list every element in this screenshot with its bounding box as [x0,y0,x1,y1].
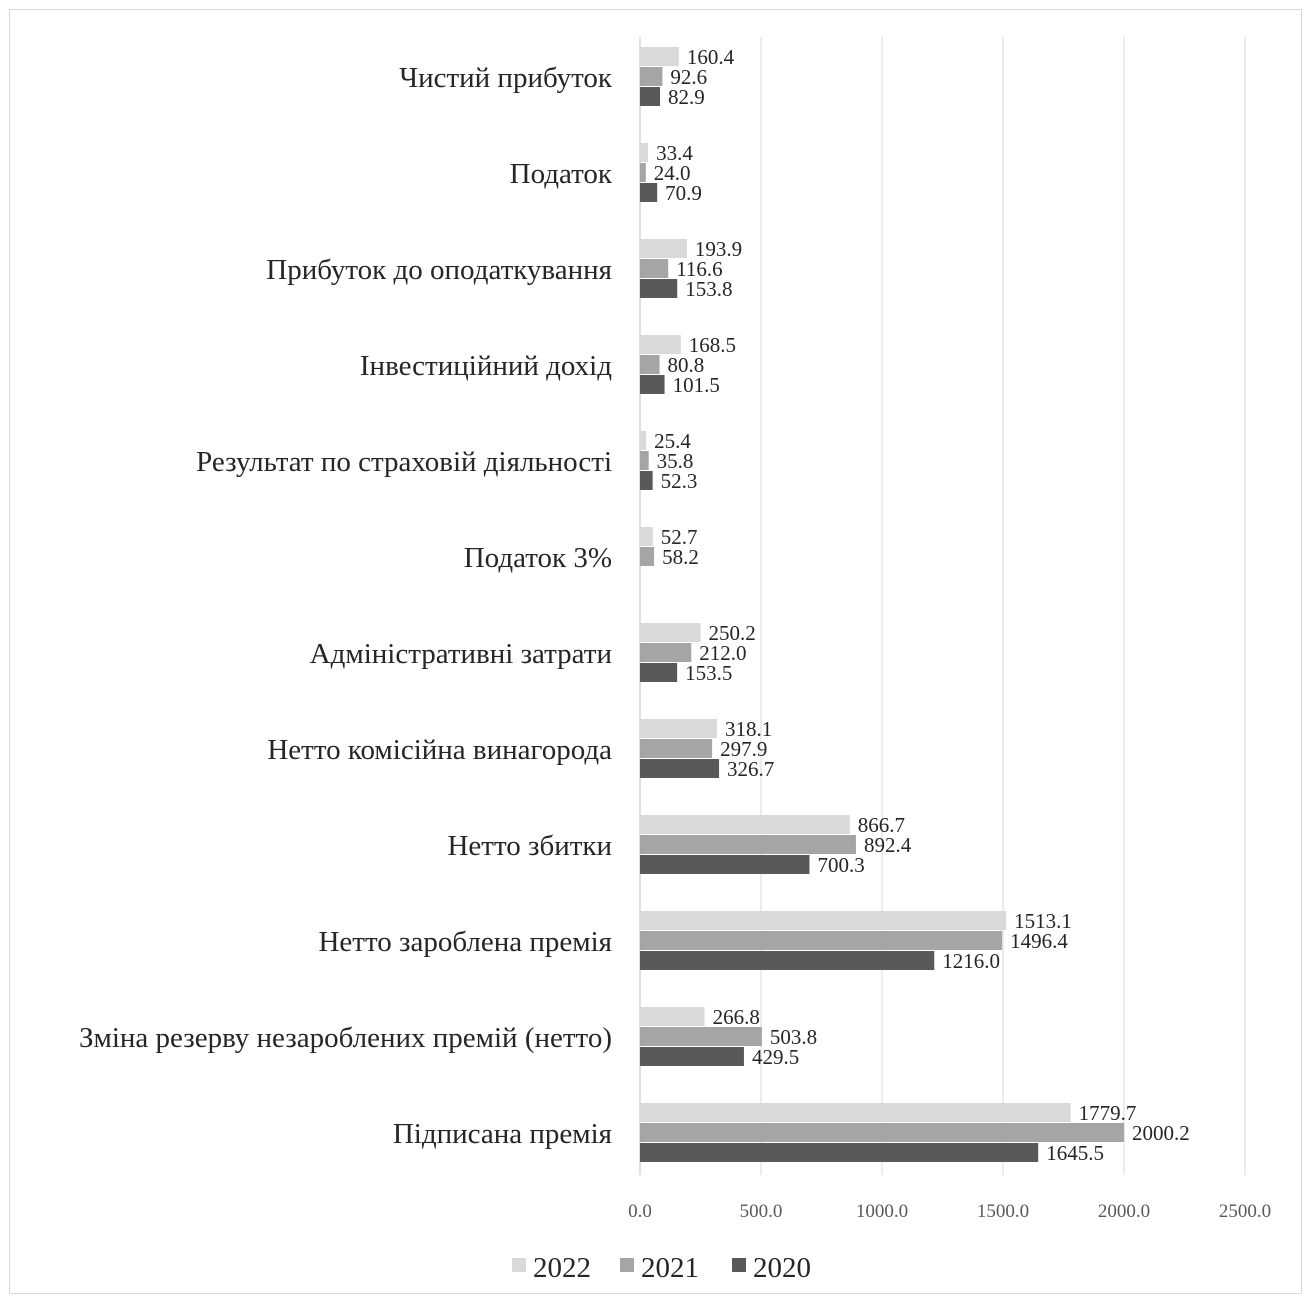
data-label: 297.9 [720,737,767,761]
category-label: Зміна резерву незароблених премій (нетто… [79,1022,612,1054]
category-label: Підписана премія [393,1118,612,1150]
data-label: 33.4 [656,141,693,165]
bar-2021 [640,931,1003,950]
data-label: 892.4 [864,833,912,857]
data-label: 52.7 [661,525,698,549]
data-label: 866.7 [858,813,905,837]
x-tick-label: 1000.0 [856,1201,908,1222]
legend-swatch-2021 [620,1258,634,1272]
bar-2022 [640,47,679,66]
bar-2021 [640,163,646,182]
data-label: 35.8 [657,449,694,473]
bar-2022 [640,431,647,450]
data-label: 101.5 [673,373,720,397]
data-label: 1645.5 [1046,1141,1104,1165]
data-label: 503.8 [770,1025,817,1049]
data-label: 58.2 [662,545,699,569]
category-label: Чистий прибуток [399,62,613,94]
x-tick-label: 1500.0 [977,1201,1029,1222]
legend-label: 2020 [753,1252,811,1284]
bar-2021 [640,835,856,854]
legend-label: 2021 [641,1252,699,1284]
bar-2022 [640,1007,705,1026]
bar-2022 [640,527,653,546]
bar-2020 [640,855,810,874]
data-label: 24.0 [654,161,691,185]
data-label: 80.8 [668,353,705,377]
data-label: 52.3 [661,469,698,493]
data-label: 168.5 [689,333,736,357]
data-label: 193.9 [695,237,742,261]
legend-swatch-2020 [732,1258,746,1272]
bar-2020 [640,471,653,490]
data-label: 153.8 [685,277,732,301]
chart-frame [9,9,1302,1294]
bar-2020 [640,759,720,778]
category-label: Нетто збитки [447,830,612,862]
bar-2022 [640,239,687,258]
category-label: Прибуток до оподаткування [266,254,612,286]
bar-2022 [640,623,701,642]
data-label: 700.3 [817,853,864,877]
data-label: 1216.0 [942,949,1000,973]
bar-2021 [640,355,660,374]
data-label: 318.1 [725,717,772,741]
x-tick-label: 0.0 [628,1201,652,1222]
data-label: 160.4 [687,45,735,69]
bar-2021 [640,739,713,758]
bar-2022 [640,335,681,354]
category-label: Результат по страховій діяльності [196,446,612,478]
data-label: 326.7 [727,757,774,781]
data-label: 25.4 [654,429,691,453]
data-label: 1779.7 [1079,1101,1137,1125]
data-label: 92.6 [670,65,707,89]
data-label: 250.2 [709,621,756,645]
bar-2021 [640,67,663,86]
x-tick-label: 2000.0 [1098,1201,1150,1222]
data-label: 1513.1 [1014,909,1072,933]
category-label: Нетто зароблена премія [318,926,612,958]
bar-2020 [640,951,935,970]
bar-2020 [640,1143,1039,1162]
bar-2021 [640,1123,1125,1142]
x-tick-label: 500.0 [740,1201,783,1222]
data-label: 82.9 [668,85,705,109]
data-label: 266.8 [713,1005,760,1029]
category-label: Податок [510,158,613,190]
legend-label: 2022 [533,1252,591,1284]
bar-2022 [640,143,649,162]
bar-2020 [640,1047,744,1066]
bar-2021 [640,259,669,278]
bar-2021 [640,451,649,470]
category-label: Податок 3% [464,542,612,574]
bar-2022 [640,1103,1071,1122]
data-label: 116.6 [676,257,722,281]
bar-2020 [640,183,658,202]
bar-2022 [640,911,1007,930]
data-label: 70.9 [665,181,702,205]
data-label: 212.0 [699,641,746,665]
bar-2021 [640,1027,762,1046]
data-label: 2000.2 [1132,1121,1190,1145]
x-tick-label: 2500.0 [1219,1201,1271,1222]
bar-2020 [640,279,678,298]
legend-swatch-2022 [512,1258,526,1272]
data-label: 1496.4 [1010,929,1068,953]
bar-2020 [640,87,661,106]
bar-2021 [640,547,655,566]
bar-2021 [640,643,692,662]
bar-2022 [640,815,850,834]
category-label: Адміністративні затрати [310,638,612,670]
bar-2020 [640,375,665,394]
category-label: Інвестиційний дохід [360,350,612,382]
bar-2020 [640,663,678,682]
data-label: 429.5 [752,1045,799,1069]
data-label: 153.5 [685,661,732,685]
bar-2022 [640,719,717,738]
category-label: Нетто комісійна винагорода [267,734,612,766]
